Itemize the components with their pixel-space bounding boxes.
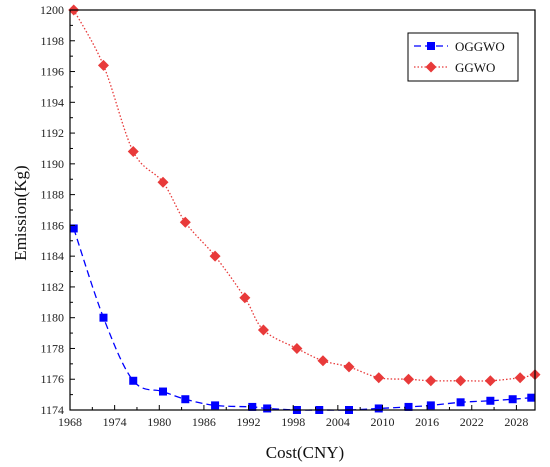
data-point-square xyxy=(69,224,78,233)
x-tick-label: 1980 xyxy=(147,415,171,429)
x-tick-label: 1986 xyxy=(192,415,216,429)
data-point-diamond xyxy=(455,375,467,387)
x-tick-label: 1998 xyxy=(281,415,305,429)
x-tick-label: 2022 xyxy=(460,415,484,429)
data-point-diamond xyxy=(403,373,415,385)
y-tick-label: 1186 xyxy=(40,218,64,232)
x-tick-label: 2004 xyxy=(326,415,350,429)
y-tick-label: 1192 xyxy=(40,126,64,140)
data-point-diamond xyxy=(239,292,251,304)
data-point-diamond xyxy=(317,355,329,367)
data-point-diamond xyxy=(127,146,139,158)
data-point-diamond xyxy=(97,59,109,71)
y-tick-label: 1184 xyxy=(40,249,64,263)
data-point-diamond xyxy=(157,176,169,188)
data-point-square xyxy=(129,376,138,385)
data-point-square xyxy=(486,396,495,405)
y-tick-label: 1176 xyxy=(40,372,64,386)
x-tick-label: 1992 xyxy=(237,415,261,429)
data-point-diamond xyxy=(373,372,385,384)
legend-marker-diamond xyxy=(425,61,437,73)
legend-label: OGGWO xyxy=(455,39,505,54)
data-point-square xyxy=(211,401,220,410)
y-tick-label: 1190 xyxy=(40,157,64,171)
data-point-diamond xyxy=(209,250,221,262)
y-tick-label: 1194 xyxy=(40,95,64,109)
y-tick-label: 1188 xyxy=(40,188,64,202)
x-tick-label: 2010 xyxy=(370,415,394,429)
data-point-square xyxy=(181,395,190,404)
data-point-square xyxy=(159,387,167,396)
data-point-diamond xyxy=(179,216,191,228)
data-point-diamond xyxy=(484,375,496,387)
legend-marker-square xyxy=(427,42,435,50)
data-point-diamond xyxy=(425,375,437,387)
series-oggwo xyxy=(69,224,536,414)
y-tick-label: 1198 xyxy=(40,34,64,48)
data-point-square xyxy=(263,404,272,413)
y-tick-label: 1196 xyxy=(40,65,64,79)
data-point-diamond xyxy=(257,324,269,336)
series-layer xyxy=(68,4,541,414)
data-point-square xyxy=(527,393,536,402)
axes-layer: 1968 1974 1980 1986 1992 1998 2004 2010 2016 2022… xyxy=(40,3,536,429)
data-point-diamond xyxy=(514,372,526,384)
data-point-diamond xyxy=(343,361,355,373)
data-point-square xyxy=(99,313,108,322)
x-axis-title: Cost(CNY) xyxy=(266,443,344,462)
y-tick-label: 1174 xyxy=(40,403,64,417)
x-tick-label: 1968 xyxy=(58,415,82,429)
data-point-square xyxy=(508,395,517,404)
y-tick-label: 1180 xyxy=(40,311,64,325)
legend: OGGWO GGWO xyxy=(407,32,519,82)
y-tick-label: 1178 xyxy=(40,341,64,355)
y-axis-title: Emission(Kg) xyxy=(11,165,30,260)
x-tick-label: 1974 xyxy=(103,415,127,429)
data-point-square xyxy=(374,404,383,413)
data-point-square xyxy=(426,401,435,410)
y-tick-label: 1200 xyxy=(40,3,64,17)
data-point-square xyxy=(248,402,257,411)
legend-box xyxy=(407,32,519,82)
series-ggwo xyxy=(68,4,541,387)
legend-label: GGWO xyxy=(455,60,495,75)
x-tick-label: 2016 xyxy=(415,415,439,429)
data-point-diamond xyxy=(291,342,303,354)
data-point-square xyxy=(456,398,465,407)
data-point-square xyxy=(404,402,413,411)
x-tick-label: 2028 xyxy=(504,415,528,429)
y-tick-label: 1182 xyxy=(40,280,64,294)
